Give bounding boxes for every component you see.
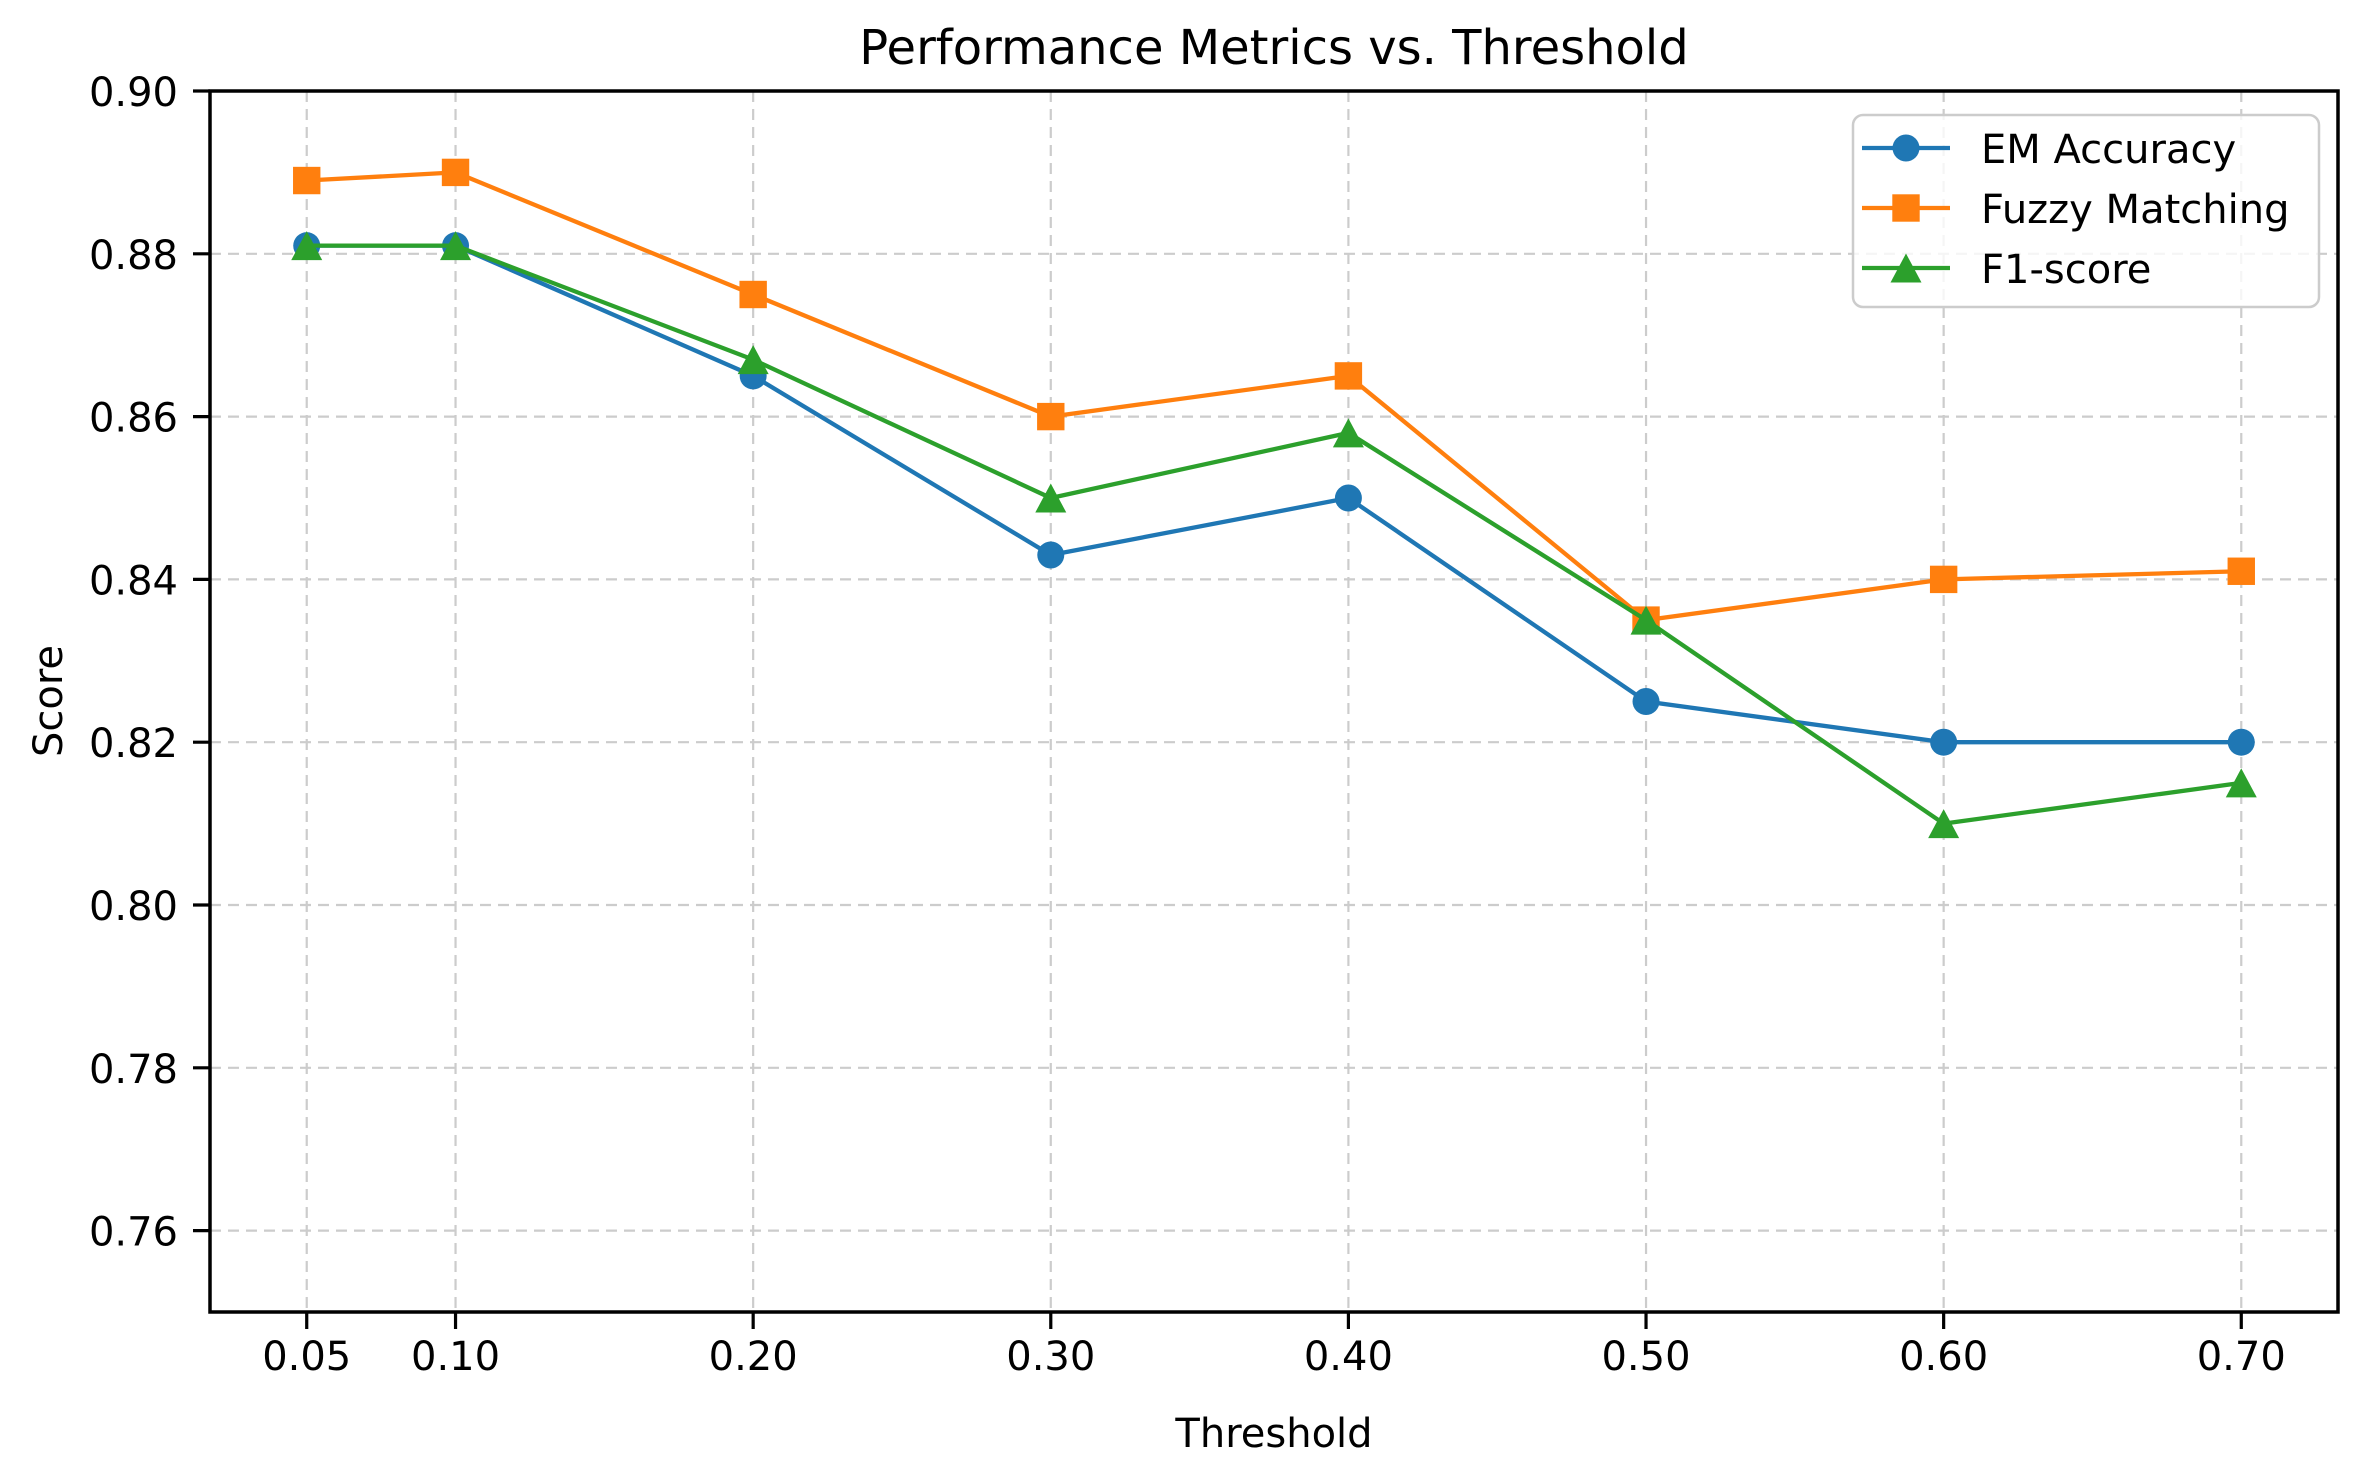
y-tick-label-0.88: 0.88 [89, 233, 178, 279]
legend-triangle-icon [1890, 253, 1922, 283]
series-line-f1-score [306, 243, 2242, 826]
marker-fuzzy-matching-0.05 [293, 166, 321, 195]
plot-area: 0.05 0.10 0.20 0.30 0.40 0.50 0.60 0.70 0.76 0.78… [89, 70, 2340, 1380]
x-tick-label-0.60: 0.60 [1899, 1334, 1988, 1380]
marker-f1-score-0.05 [291, 231, 323, 261]
series-line-fuzzy-matching [306, 170, 2242, 623]
marker-em-accuracy-0.70 [2227, 728, 2255, 756]
marker-em-accuracy-0.50 [1632, 688, 1660, 715]
y-tick-label-0.80: 0.80 [89, 884, 178, 930]
marker-fuzzy-matching-0.30 [1037, 402, 1065, 431]
marker-f1-score-0.10 [440, 231, 472, 261]
marker-f1-score-0.40 [1332, 418, 1364, 448]
y-tick-label-0.84: 0.84 [89, 558, 178, 604]
marker-f1-score-0.30 [1035, 483, 1067, 513]
y-tick-label-0.86: 0.86 [89, 396, 178, 442]
x-tick-label-0.20: 0.20 [709, 1334, 798, 1380]
legend-square-icon [1892, 194, 1920, 222]
legend-entry-em-accuracy: EM Accuracy [1862, 127, 2236, 173]
y-tick-label-0.76: 0.76 [89, 1210, 178, 1256]
y-tick-label-0.82: 0.82 [89, 721, 178, 767]
legend-label-f1-score: F1-score [1981, 247, 2151, 293]
marker-f1-score-0.50 [1630, 605, 1662, 635]
marker-fuzzy-matching-0.40 [1334, 362, 1363, 390]
x-tick-label-0.10: 0.10 [411, 1334, 500, 1380]
legend-entry-f1-score: F1-score [1862, 247, 2151, 293]
legend-label-em-accuracy: EM Accuracy [1981, 127, 2236, 173]
marker-em-accuracy-0.30 [1037, 541, 1065, 569]
plot-border [208, 89, 2340, 1314]
legend-circle-icon [1892, 134, 1920, 162]
x-axis-label: Threshold [1174, 1411, 1372, 1457]
marker-f1-score-0.60 [1928, 809, 1960, 839]
marker-em-accuracy-0.40 [1334, 484, 1362, 512]
marker-f1-score-0.70 [2225, 768, 2257, 798]
series-line-em-accuracy [306, 243, 2242, 745]
legend: EM Accuracy Fuzzy Matching F1-score [1851, 113, 2321, 309]
marker-em-accuracy-0.60 [1930, 728, 1958, 756]
x-tick-label-0.70: 0.70 [2197, 1334, 2286, 1380]
y-tick-label-0.78: 0.78 [89, 1047, 178, 1093]
marker-fuzzy-matching-0.70 [2227, 557, 2255, 585]
marker-fuzzy-matching-0.60 [1929, 565, 1958, 594]
x-tick-label-0.30: 0.30 [1006, 1334, 1095, 1380]
legend-box [1851, 113, 2321, 309]
legend-entry-fuzzy-matching: Fuzzy Matching [1862, 187, 2289, 233]
chart-title: Performance Metrics vs. Threshold [859, 20, 1688, 76]
y-axis-label: Score [26, 645, 72, 757]
marker-f1-score-0.20 [737, 345, 769, 375]
marker-fuzzy-matching-0.20 [739, 280, 767, 309]
x-tick-label-0.50: 0.50 [1601, 1334, 1690, 1380]
legend-label-fuzzy-matching: Fuzzy Matching [1981, 187, 2289, 233]
y-tick-label-0.90: 0.90 [89, 70, 178, 116]
marker-fuzzy-matching-0.10 [441, 158, 470, 187]
x-tick-label-0.05: 0.05 [262, 1334, 351, 1380]
x-tick-label-0.40: 0.40 [1304, 1334, 1393, 1380]
